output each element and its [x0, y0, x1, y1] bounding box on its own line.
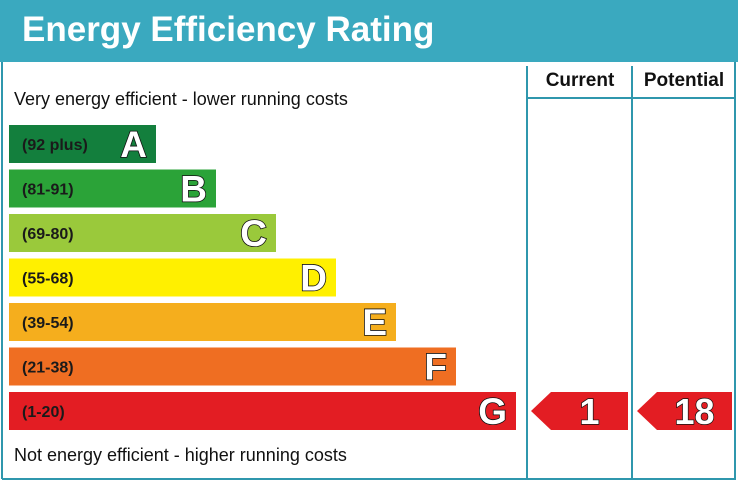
band-letter-d: D	[300, 258, 327, 299]
band-range-label-e: (39-54)	[22, 315, 74, 332]
band-range-label-g: (1-20)	[22, 404, 65, 421]
band-letter-g: G	[478, 391, 507, 432]
band-range-label-a: (92 plus)	[22, 137, 88, 154]
chart-title: Energy Efficiency Rating	[22, 10, 435, 49]
band-bar-g	[9, 392, 516, 430]
band-bar-a	[9, 125, 156, 163]
bottom-efficiency-note: Not energy efficient - higher running co…	[14, 445, 347, 465]
band-letter-c: C	[240, 213, 267, 254]
potential-column-header: Potential	[643, 70, 725, 91]
band-range-label-f: (21-38)	[22, 360, 74, 377]
band-range-label-b: (81-91)	[22, 182, 74, 199]
band-bar-f	[9, 347, 456, 386]
band-bar-e	[9, 303, 396, 341]
potential-rating-arrow	[637, 392, 732, 430]
top-efficiency-note: Very energy efficient - lower running co…	[14, 89, 348, 109]
current-rating-arrow	[531, 392, 628, 430]
band-letter-b: B	[180, 169, 207, 210]
band-bar-d	[9, 258, 336, 297]
potential-rating-value: 18	[674, 391, 714, 432]
band-letter-e: E	[362, 302, 387, 343]
band-letter-a: A	[120, 124, 147, 165]
band-letter-f: F	[424, 347, 447, 388]
header-bar: Energy Efficiency Rating	[0, 0, 738, 62]
band-range-label-d: (55-68)	[22, 271, 74, 288]
current-column-header: Current	[545, 70, 615, 91]
band-bar-c	[9, 214, 276, 252]
band-range-label-c: (69-80)	[22, 226, 74, 243]
current-rating-value: 1	[579, 391, 599, 432]
band-bar-b	[9, 169, 216, 208]
